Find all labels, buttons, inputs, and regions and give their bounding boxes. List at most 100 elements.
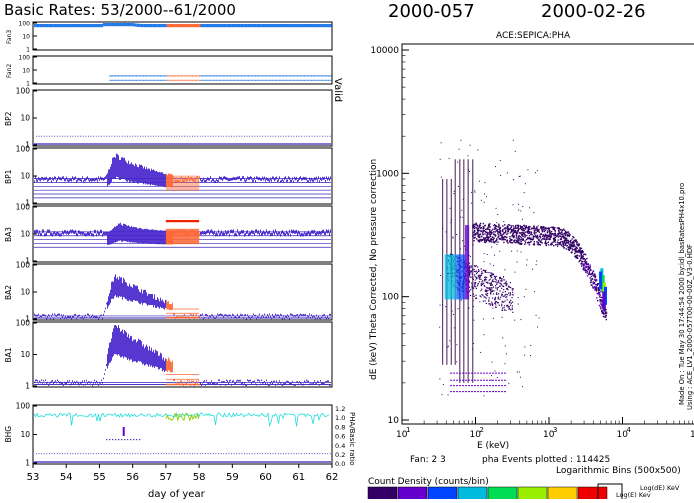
data-point	[114, 135, 115, 137]
data-point	[85, 383, 86, 386]
heat-cell	[525, 238, 528, 241]
ratio-tick-label: 1.2	[335, 405, 345, 413]
data-point	[61, 314, 62, 316]
heat-cell	[584, 258, 587, 261]
data-point	[323, 24, 326, 28]
heat-cell	[573, 248, 575, 251]
heat-cell	[488, 299, 490, 301]
data-point	[120, 159, 121, 180]
data-point	[307, 315, 308, 317]
data-point	[192, 24, 194, 28]
heat-cell	[494, 285, 497, 287]
heat-cell	[535, 235, 537, 237]
data-point	[319, 384, 320, 386]
heat-cell	[592, 270, 594, 272]
data-point	[48, 178, 49, 182]
data-point	[160, 297, 161, 307]
data-point	[92, 233, 93, 237]
data-point	[83, 24, 85, 28]
heat-cell	[476, 227, 478, 229]
data-point	[151, 229, 152, 244]
data-point	[218, 24, 220, 28]
heat-cell	[562, 229, 564, 232]
data-point	[207, 75, 209, 77]
heat-cell	[511, 250, 513, 252]
heat-cell	[482, 280, 484, 282]
data-point	[116, 153, 117, 177]
data-point	[110, 75, 112, 77]
heat-cell	[544, 239, 547, 241]
heat-cell	[482, 229, 485, 232]
data-point	[217, 313, 218, 316]
data-point	[121, 23, 123, 27]
heat-cell	[439, 304, 441, 306]
heat-cell	[598, 296, 601, 298]
data-point	[140, 79, 142, 81]
heat-cell	[533, 227, 536, 230]
heat-cell	[485, 281, 488, 284]
data-point	[106, 23, 109, 27]
data-point	[64, 453, 66, 455]
data-point	[156, 350, 157, 367]
heat-cell	[485, 291, 488, 293]
data-point	[118, 155, 119, 178]
heat-cell	[599, 271, 603, 290]
heat-cell	[475, 233, 477, 235]
data-point	[200, 79, 202, 81]
data-point	[219, 379, 220, 382]
data-point	[241, 178, 242, 181]
data-point	[204, 75, 206, 77]
heat-cell	[504, 282, 507, 284]
data-point	[245, 180, 246, 183]
data-point	[236, 380, 237, 382]
data-point	[111, 281, 112, 299]
data-point	[65, 382, 66, 385]
heat-cell	[518, 371, 520, 373]
data-point	[238, 79, 240, 81]
data-point	[260, 75, 262, 77]
data-point	[262, 75, 264, 77]
data-point	[220, 135, 222, 137]
data-point	[225, 453, 227, 455]
heat-cell	[495, 279, 497, 281]
heat-cell	[593, 273, 596, 275]
data-point	[76, 24, 79, 28]
data-point	[233, 135, 235, 137]
heat-cell	[578, 244, 580, 247]
data-point	[317, 24, 319, 28]
data-point	[281, 75, 283, 77]
data-point	[43, 380, 44, 382]
data-point	[154, 79, 156, 81]
data-point	[124, 79, 126, 81]
data-point	[50, 24, 53, 28]
heat-cell	[507, 306, 509, 308]
data-point	[56, 232, 57, 236]
data-point	[226, 314, 227, 316]
data-point	[309, 177, 310, 181]
data-point	[295, 384, 296, 387]
heat-cell	[505, 227, 507, 229]
pha-plot-axes: 10000100010010101102103104105	[370, 46, 694, 440]
heat-cell	[484, 276, 486, 279]
heat-cell	[501, 239, 503, 241]
data-point	[38, 177, 39, 180]
data-point	[38, 313, 39, 316]
heat-cell	[488, 240, 491, 242]
heat-cell	[551, 233, 553, 236]
data-point	[260, 317, 261, 319]
data-point	[214, 180, 215, 183]
data-point	[142, 229, 143, 244]
heat-cell	[478, 236, 480, 238]
data-point	[322, 382, 323, 385]
rate-panel-frame	[32, 89, 333, 147]
heat-cell	[527, 232, 529, 235]
heat-cell	[504, 232, 506, 234]
heat-cell	[533, 235, 536, 238]
data-point	[237, 229, 238, 233]
data-point	[279, 231, 280, 235]
heat-cell	[594, 275, 597, 277]
heat-cell	[488, 230, 491, 232]
heat-cell	[572, 235, 574, 238]
data-point	[151, 23, 153, 28]
data-point	[290, 383, 291, 385]
